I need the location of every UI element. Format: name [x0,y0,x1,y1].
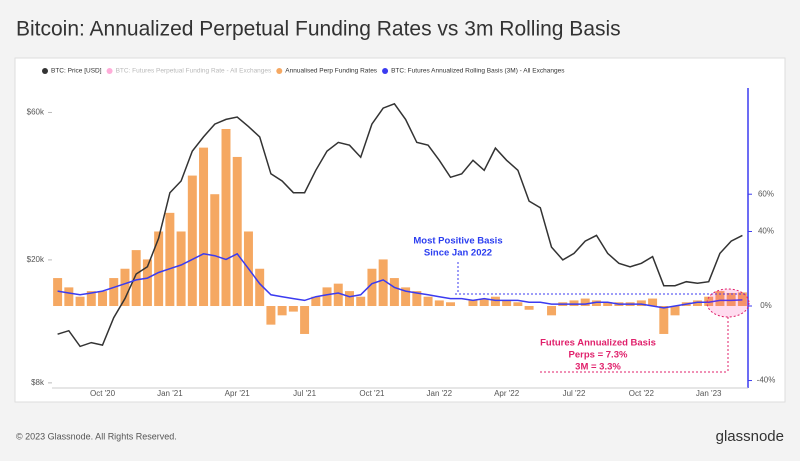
annotation: Most Positive Basis [413,236,502,247]
bar [737,292,747,307]
legend-label: BTC: Price [USD] [51,68,102,75]
bar [75,296,85,307]
bar [165,212,175,307]
bar [322,287,332,307]
x-tick-label: Oct '20 [90,389,116,398]
y2-tick-label: -40% [757,376,776,385]
bar [288,306,298,312]
bar [109,278,119,307]
y2-tick-label: 60% [758,189,774,198]
line-series [57,102,743,348]
legend-label: BTC: Futures Perpetual Funding Rate - Al… [116,68,272,75]
bar [490,296,500,307]
bar [591,300,601,307]
legend-label: Annualised Perp Funding Rates [285,68,378,75]
footer: © 2023 Glassnode. All Rights Reserved. [16,431,177,441]
bar [659,306,669,334]
bar [412,291,422,307]
x-tick-label: Apr '21 [225,389,251,398]
bar [479,298,489,307]
bar [446,302,456,307]
bar [524,306,534,310]
y-tick-label: $8k [31,378,45,387]
bar [344,291,354,307]
x-tick-label: Oct '21 [359,389,385,398]
bar [98,291,108,307]
line-series [57,252,743,309]
x-tick-label: Oct '22 [629,389,655,398]
y-tick-label: $20k [27,255,45,264]
brand: glassnode [716,428,784,445]
bar [378,259,388,307]
y2-tick-label: 40% [758,227,774,236]
bar [401,287,411,307]
bar [255,268,265,307]
bar [367,268,377,307]
bar [569,300,579,307]
bar [142,259,152,307]
bar [468,300,478,307]
y-tick-label: $60k [27,108,45,117]
x-tick-label: Apr '22 [494,389,520,398]
x-tick-label: Jan '21 [157,389,183,398]
x-tick-label: Jul '22 [563,389,586,398]
bar [86,291,96,307]
bar [513,302,523,307]
annotation: 3M = 3.3% [575,362,621,373]
bar [187,175,197,307]
bar [423,296,433,307]
bar [210,194,220,307]
legend-label: BTC: Futures Annualized Rolling Basis (3… [391,68,565,75]
bar [277,306,287,316]
legend-marker [382,68,389,74]
x-tick-label: Jul '21 [293,389,316,398]
bar [64,287,74,307]
highlight [706,288,750,318]
bar [131,250,141,307]
legend-marker [42,68,48,74]
annotation: Futures Annualized Basis [540,338,656,349]
bar [311,296,321,307]
bar [53,278,63,307]
bar [726,292,736,307]
annotation: Perps = 7.3% [569,350,628,361]
bar [232,156,242,307]
bar [266,306,276,325]
bar [199,147,209,307]
bar [176,231,186,307]
bar [603,302,613,307]
x-tick-label: Jan '23 [696,389,722,398]
y2-tick-label: 0% [760,301,772,310]
bar [648,298,658,307]
bar [715,291,725,307]
annotation: Since Jan 2022 [424,248,492,259]
bar [333,283,343,307]
bar [434,300,444,307]
legend-marker [106,68,113,74]
legend-marker [276,68,283,74]
bar [154,231,164,307]
bar [547,306,557,316]
chart-panel [14,57,786,403]
chart-title: Bitcoin: Annualized Perpetual Funding Ra… [16,18,621,41]
bar [580,298,590,307]
bar [389,278,399,307]
bar [502,300,512,307]
bar [221,128,231,307]
bar [692,300,702,307]
bar [636,300,646,307]
bar [356,296,366,307]
bar [300,306,310,334]
bar [120,268,130,307]
bar [670,306,680,316]
bar [704,296,714,307]
x-tick-label: Jan '22 [427,389,453,398]
